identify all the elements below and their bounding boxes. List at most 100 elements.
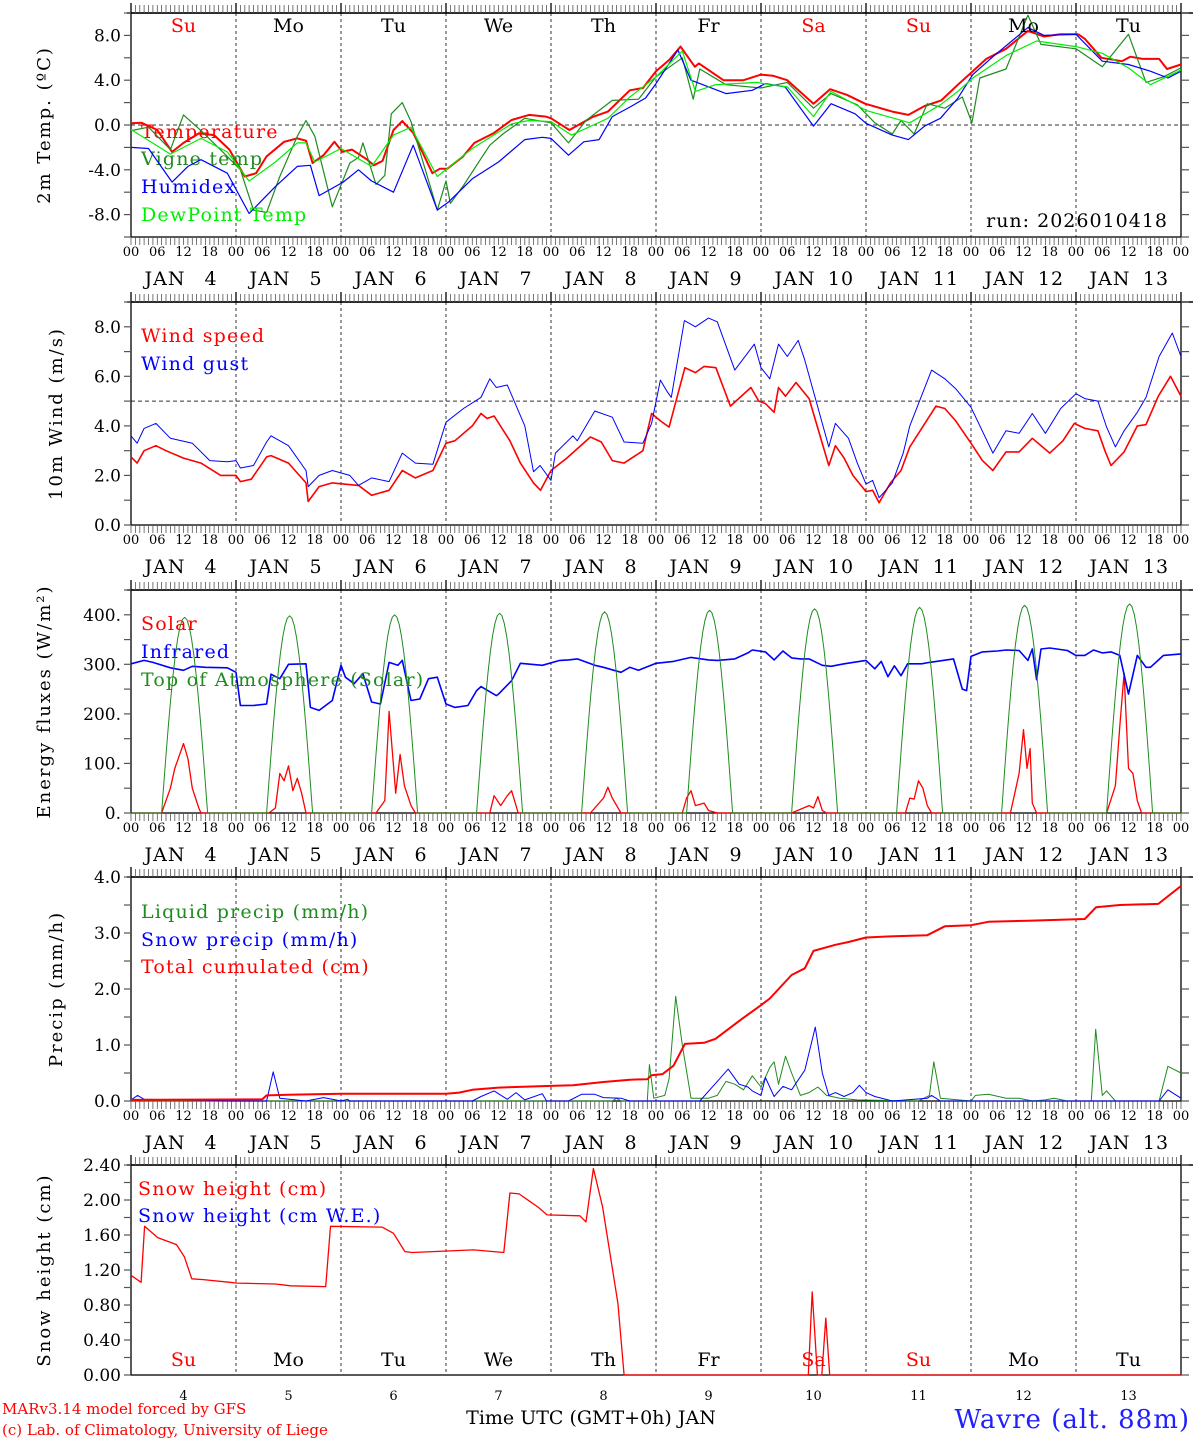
hour-label: 06 [779,245,796,260]
hour-label: 06 [989,1109,1006,1124]
day-number-label: 9 [704,1389,712,1404]
y-tick-label: 8.0 [94,318,121,338]
y-tick-label: 400. [83,606,121,626]
weekday-label: Fr [697,1349,720,1371]
hour-label: 00 [438,245,455,260]
date-month-label: JAN [773,556,816,578]
legend-entry: Infrared [141,641,230,663]
hour-label: 06 [149,821,166,836]
hour-label: 12 [910,821,927,836]
hour-label: 12 [385,1109,402,1124]
series-line-snow-precip-mm-h [130,1026,1182,1102]
hour-label: 06 [569,533,586,548]
hour-label: 12 [175,821,192,836]
hour-label: 12 [1015,821,1032,836]
hour-ruler [130,582,1182,821]
hour-label: 06 [464,1109,481,1124]
hour-label: 12 [805,533,822,548]
date-month-label: JAN [143,268,186,290]
series-line-humidex [130,27,1182,215]
hour-label: 18 [411,821,428,836]
date-month-label: JAN [773,1132,816,1154]
hour-label: 06 [884,821,901,836]
hour-label: 12 [280,821,297,836]
date-day-label: 12 [1038,1132,1064,1154]
date-month-label: JAN [458,268,501,290]
hour-label: 18 [201,821,218,836]
hour-label: 00 [648,821,665,836]
hour-label: 18 [1146,1109,1163,1124]
hour-label: 00 [1068,821,1085,836]
hour-label: 18 [726,821,743,836]
hour-label: 18 [1146,533,1163,548]
hour-label: 18 [1146,821,1163,836]
hour-label: 12 [700,533,717,548]
date-month-label: JAN [983,556,1026,578]
date-month-label: JAN [983,1132,1026,1154]
plot-frame [130,301,1182,526]
plot-frame [130,589,1182,814]
hour-label: 18 [1146,245,1163,260]
date-month-label: JAN [1088,268,1131,290]
hour-label: 06 [779,533,796,548]
y-tick-label: 300. [83,655,121,675]
hour-label: 18 [516,245,533,260]
hour-label: 00 [858,245,875,260]
hour-label: 12 [490,1109,507,1124]
y-tick-label: 2.0 [94,466,121,486]
series-line-temperature [130,29,1182,178]
series-line-total-cumulated-cm [130,885,1182,1101]
y-tick-label: 1.0 [94,1036,121,1056]
station-label: Wavre (alt. 88m) [954,1405,1190,1435]
hour-label-end: 00 [1173,821,1190,836]
hour-label: 00 [438,533,455,548]
date-day-label: 7 [519,556,532,578]
hour-label: 06 [149,245,166,260]
legend-entry: Total cumulated (cm) [141,956,370,978]
date-month-label: JAN [458,1132,501,1154]
date-month-label: JAN [983,844,1026,866]
hour-label: 12 [175,533,192,548]
hour-label: 06 [989,821,1006,836]
panel-2: 0.0 2.0 4.0 6.0 8.0 10m Wind (m/s) Wind speed W… [46,292,1193,578]
date-month-label: JAN [563,1132,606,1154]
hour-label: 12 [1120,533,1137,548]
hour-label: 18 [936,1109,953,1124]
hour-label: 18 [411,1109,428,1124]
hour-label: 12 [490,821,507,836]
hour-label: 06 [674,533,691,548]
hour-label: 18 [1041,533,1058,548]
hour-label: 18 [1041,821,1058,836]
date-day-label: 6 [414,844,427,866]
hour-label: 18 [516,1109,533,1124]
hour-label: 12 [910,533,927,548]
hour-label: 06 [1094,533,1111,548]
date-month-label: JAN [248,556,291,578]
date-month-label: JAN [668,1132,711,1154]
hour-label: 06 [359,533,376,548]
hour-label: 00 [963,533,980,548]
hour-label: 00 [858,1109,875,1124]
hour-label: 06 [1094,245,1111,260]
weekday-label: Fr [697,15,720,37]
y-tick-label: 0.40 [83,1331,121,1351]
y-tick-label: 0.0 [94,516,121,536]
hour-label: 12 [700,245,717,260]
hour-label: 18 [411,533,428,548]
hour-label: 00 [123,533,140,548]
date-day-label: 7 [519,844,532,866]
hour-label: 00 [648,1109,665,1124]
legend-entry: Wind gust [141,353,249,375]
hour-label: 18 [1041,245,1058,260]
date-day-label: 13 [1143,268,1169,290]
hour-label: 00 [228,245,245,260]
hour-label: 12 [175,245,192,260]
hour-label: 00 [543,1109,560,1124]
date-day-label: 11 [933,1132,959,1154]
hour-label: 00 [333,1109,350,1124]
legend-entry: Vigne temp [140,148,263,170]
hour-label: 12 [1120,1109,1137,1124]
y-tick-label: 200. [83,705,121,725]
date-day-label: 13 [1143,844,1169,866]
date-day-label: 4 [204,1132,217,1154]
